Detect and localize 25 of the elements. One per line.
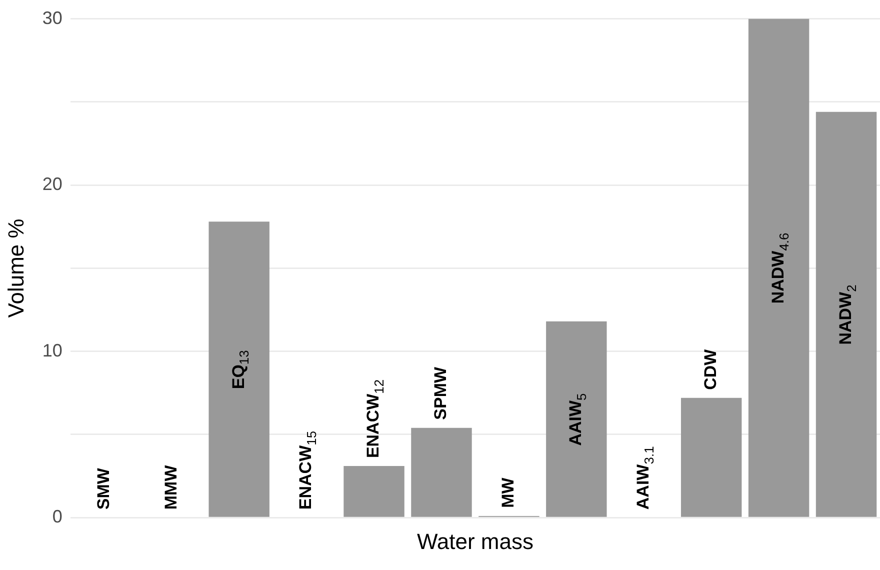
x-tick-label: ENACW12 [364,379,387,458]
x-tick-label: SMW [94,467,113,510]
y-tick-label: 20 [42,174,62,194]
x-tick-label: NADW4.6 [768,232,792,304]
x-tick-label: SPMW [431,366,450,420]
bar [546,321,607,517]
x-tick-label: EQ13 [228,350,252,390]
y-tick-label: 0 [52,506,62,527]
x-tick-label: NADW2 [836,284,859,345]
y-axis-title: Volume % [3,218,28,318]
bar [748,18,810,517]
y-tick-label: 30 [42,8,62,28]
bar [344,466,404,517]
bar [208,222,270,517]
bar [680,398,742,517]
bar [816,112,877,517]
x-axis-title: Water mass [416,528,534,554]
x-tick-label: AAIW3.1 [634,446,656,510]
x-tick-label: MW [498,476,518,508]
x-tick-label: AAIW5 [566,393,589,446]
bar [411,428,472,517]
x-tick-label: MMW [161,464,180,510]
x-tick-label: ENACW15 [296,430,320,510]
y-tick-label: 10 [42,340,62,360]
x-tick-label: CDW [701,348,720,390]
